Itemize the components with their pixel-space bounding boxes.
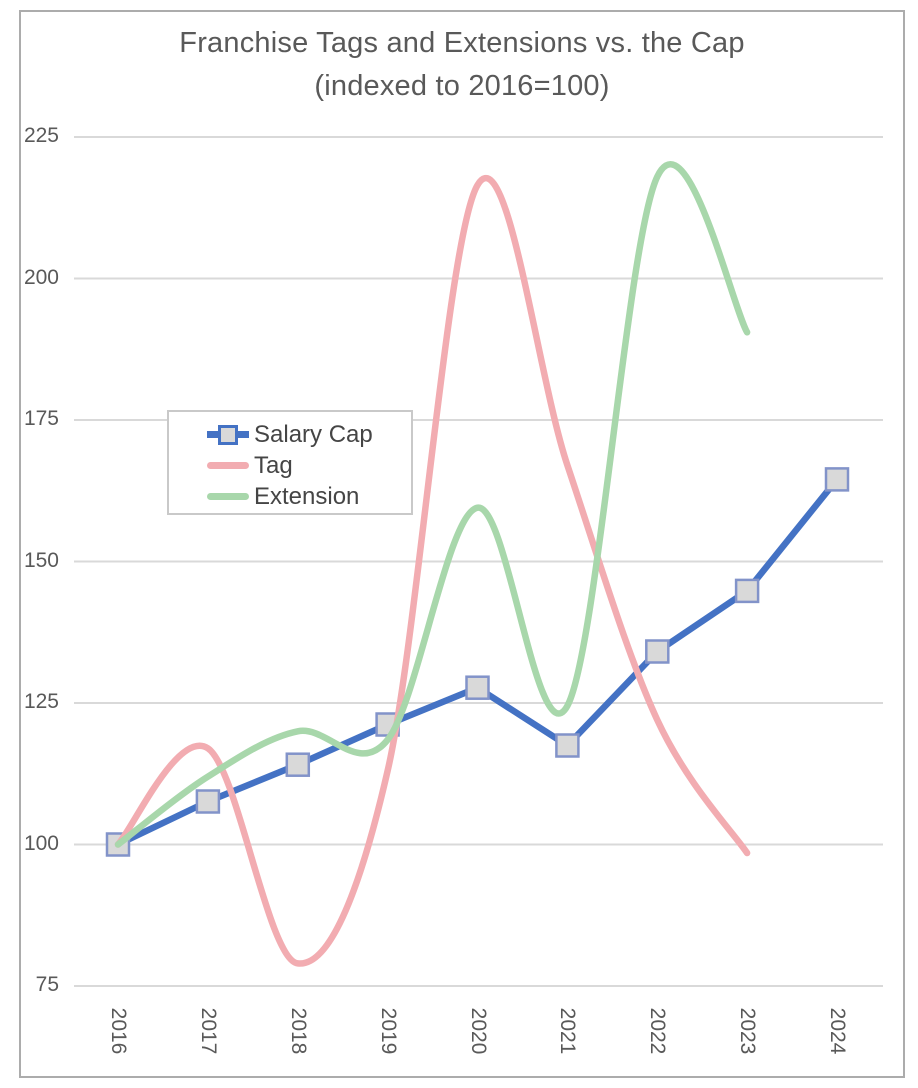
salary-cap-marker-2017 bbox=[195, 789, 221, 814]
legend-label-tag: Tag bbox=[254, 451, 293, 479]
salary-cap-legend-swatch bbox=[207, 424, 249, 446]
extension-line-icon bbox=[207, 493, 249, 500]
x-axis-label-2024: 2024 bbox=[826, 1007, 849, 1055]
y-axis-label-125: 125 bbox=[23, 690, 59, 713]
extension-legend-swatch bbox=[207, 486, 249, 508]
x-axis-label-2019: 2019 bbox=[376, 1007, 400, 1055]
y-axis-label-150: 150 bbox=[23, 548, 59, 572]
legend-label-extension: Extension bbox=[254, 482, 360, 510]
x-axis-label-2023: 2023 bbox=[736, 1007, 760, 1055]
y-axis-label-225: 225 bbox=[23, 124, 59, 147]
y-axis: 225 200 175 150 125 100 75 bbox=[19, 0, 59, 1088]
y-axis-label-200: 200 bbox=[23, 265, 59, 289]
legend-item-salary-cap: Salary Cap bbox=[207, 419, 411, 450]
salary-cap-marker-2024 bbox=[824, 467, 850, 492]
legend-item-extension: Extension bbox=[207, 481, 411, 512]
extension-series-line bbox=[114, 161, 751, 848]
chart-title-line1: Franchise Tags and Extensions vs. the Ca… bbox=[179, 27, 745, 59]
y-axis-label-75: 75 bbox=[35, 973, 59, 996]
salary-cap-marker-2021 bbox=[555, 733, 580, 758]
x-axis-label-2018: 2018 bbox=[286, 1007, 310, 1055]
chart-title-line2: (indexed to 2016=100) bbox=[314, 70, 610, 102]
salary-cap-marker-2020 bbox=[465, 675, 490, 700]
salary-cap-marker-2018 bbox=[285, 752, 311, 777]
y-axis-label-100: 100 bbox=[23, 831, 59, 855]
salary-cap-marker-2022 bbox=[645, 639, 670, 664]
chart-title: Franchise Tags and Extensions vs. the Ca… bbox=[19, 22, 905, 108]
x-axis-label-2022: 2022 bbox=[646, 1007, 670, 1055]
legend-label-salary-cap: Salary Cap bbox=[254, 420, 373, 448]
tag-line-icon bbox=[207, 462, 249, 469]
salary-cap-marker-2023 bbox=[734, 578, 760, 604]
x-axis-label-2016: 2016 bbox=[107, 1007, 130, 1055]
tag-legend-swatch bbox=[207, 455, 249, 477]
salary-cap-marker-icon bbox=[218, 424, 238, 445]
tag-series-line bbox=[114, 174, 751, 967]
x-axis-label-2020: 2020 bbox=[466, 1007, 490, 1055]
x-axis-label-2017: 2017 bbox=[196, 1007, 220, 1055]
x-axis-label-2021: 2021 bbox=[556, 1007, 580, 1055]
legend: Salary Cap Tag Extension bbox=[167, 410, 413, 515]
chart-frame-border bbox=[19, 10, 905, 1078]
legend-item-tag: Tag bbox=[207, 450, 411, 481]
y-axis-label-175: 175 bbox=[23, 407, 59, 430]
